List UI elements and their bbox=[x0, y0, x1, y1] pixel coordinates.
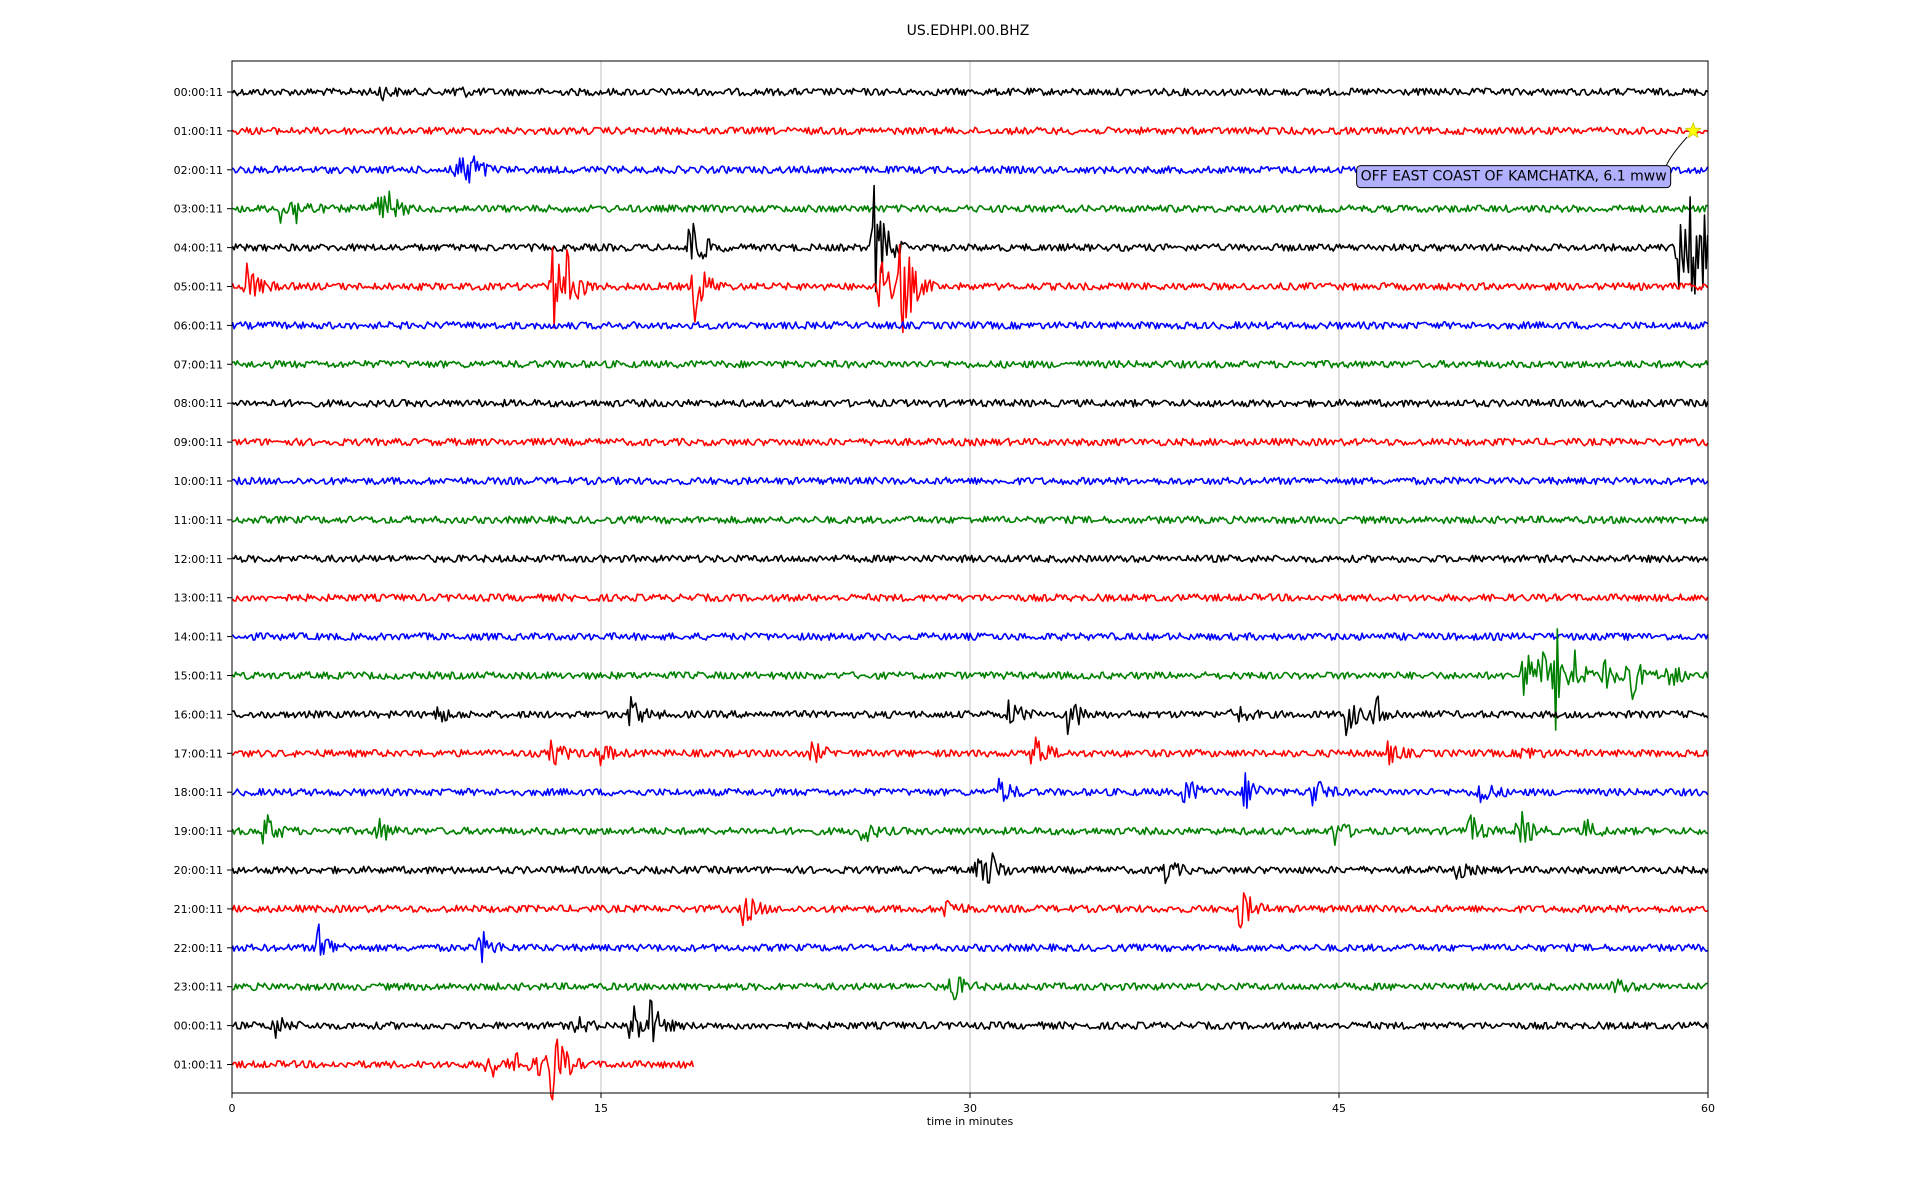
y-tick-label: 22:00:11 bbox=[174, 942, 223, 955]
trace-line bbox=[231, 892, 1708, 929]
trace-line bbox=[231, 126, 1709, 136]
trace-line bbox=[231, 398, 1709, 408]
trace-line bbox=[232, 554, 1709, 564]
y-tick-label: 03:00:11 bbox=[174, 203, 223, 216]
trace-line bbox=[232, 190, 1708, 225]
y-tick-label: 00:00:11 bbox=[174, 1020, 223, 1033]
y-tick-label: 12:00:11 bbox=[174, 553, 223, 566]
y-tick-label: 16:00:11 bbox=[174, 708, 223, 721]
trace-line bbox=[231, 593, 1709, 603]
trace-line bbox=[232, 976, 1708, 1001]
trace-line bbox=[231, 628, 1709, 731]
y-tick-label: 06:00:11 bbox=[174, 319, 223, 332]
y-tick-label: 15:00:11 bbox=[174, 670, 223, 683]
y-tick-label: 07:00:11 bbox=[174, 358, 223, 371]
trace-line bbox=[232, 359, 1709, 369]
y-tick-label: 00:00:11 bbox=[174, 86, 223, 99]
trace-line bbox=[231, 86, 1709, 102]
y-tick-label: 23:00:11 bbox=[174, 981, 223, 994]
y-tick-label: 08:00:11 bbox=[174, 397, 223, 410]
y-tick-label: 09:00:11 bbox=[174, 436, 223, 449]
x-tick-label: 0 bbox=[229, 1102, 236, 1115]
trace-line bbox=[231, 632, 1709, 641]
y-tick-labels: 00:00:11 01:00:11 02:00:11 03:00:11 04:00:11… bbox=[174, 86, 232, 1072]
annotation-box bbox=[1356, 165, 1672, 189]
trace-line bbox=[231, 772, 1709, 809]
x-tick-label: 60 bbox=[1701, 1102, 1715, 1115]
trace-line bbox=[231, 321, 1709, 330]
y-tick-label: 11:00:11 bbox=[174, 514, 223, 527]
trace-line bbox=[232, 515, 1709, 525]
event-star-icon bbox=[1684, 121, 1702, 139]
y-tick-label: 13:00:11 bbox=[174, 592, 223, 605]
trace-line bbox=[232, 437, 1709, 447]
y-tick-label: 05:00:11 bbox=[174, 281, 223, 294]
y-tick-label: 17:00:11 bbox=[174, 747, 223, 760]
x-tick-label: 30 bbox=[963, 1102, 977, 1115]
x-axis: 0 15 30 45 60 bbox=[229, 1093, 1715, 1115]
y-tick-label: 01:00:11 bbox=[174, 125, 223, 138]
annotation-label: OFF EAST COAST OF KAMCHATKA, 6.1 mww bbox=[1361, 169, 1667, 185]
trace-line bbox=[232, 476, 1709, 486]
trace-line bbox=[231, 852, 1709, 885]
y-tick-label: 02:00:11 bbox=[174, 164, 223, 177]
trace-rows bbox=[231, 86, 1709, 1101]
trace-line bbox=[231, 736, 1709, 767]
trace-line bbox=[232, 695, 1709, 737]
y-tick-label: 10:00:11 bbox=[174, 475, 223, 488]
event-annotation: OFF EAST COAST OF KAMCHATKA, 6.1 mww bbox=[1356, 121, 1702, 189]
x-tick-label: 15 bbox=[594, 1102, 608, 1115]
y-tick-label: 01:00:11 bbox=[174, 1059, 223, 1072]
trace-line bbox=[231, 999, 1709, 1043]
x-tick-label: 45 bbox=[1332, 1102, 1346, 1115]
chart-title: US.EDHPI.00.BHZ bbox=[907, 23, 1030, 39]
gridlines bbox=[600, 61, 1340, 1093]
y-tick-label: 04:00:11 bbox=[174, 242, 223, 255]
trace-line bbox=[231, 1038, 695, 1101]
trace-line bbox=[231, 184, 1709, 295]
y-tick-label: 20:00:11 bbox=[174, 864, 223, 877]
y-tick-label: 21:00:11 bbox=[174, 903, 223, 916]
trace-line bbox=[231, 243, 1709, 334]
y-tick-label: 14:00:11 bbox=[174, 631, 223, 644]
y-tick-label: 19:00:11 bbox=[174, 825, 223, 838]
y-tick-label: 18:00:11 bbox=[174, 786, 223, 799]
x-axis-label: time in minutes bbox=[927, 1115, 1014, 1128]
trace-line bbox=[231, 923, 1709, 964]
trace-line bbox=[231, 810, 1708, 846]
